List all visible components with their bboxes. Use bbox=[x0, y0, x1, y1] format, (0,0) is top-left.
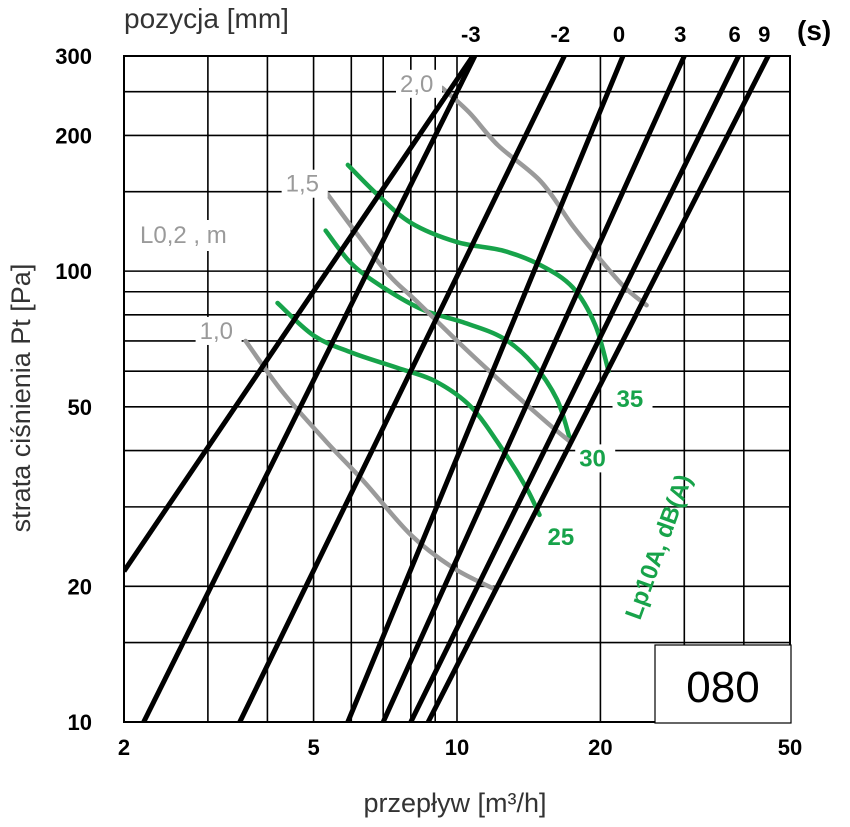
position-line bbox=[345, 56, 626, 722]
noise-line bbox=[323, 228, 572, 439]
x-tick-label: 5 bbox=[307, 735, 319, 760]
position-line bbox=[425, 56, 771, 722]
position-label: 6 bbox=[728, 22, 740, 47]
throw-legend-bg bbox=[136, 220, 231, 251]
y-tick-label: 20 bbox=[68, 574, 92, 599]
x-tick-label: 20 bbox=[588, 735, 612, 760]
throw-label-bg bbox=[395, 69, 442, 98]
s-label: (s) bbox=[797, 15, 831, 46]
top-axis-label: pozycja [mm] bbox=[124, 3, 289, 34]
throw-lines bbox=[243, 85, 649, 592]
x-tick-label: 10 bbox=[445, 735, 469, 760]
x-tick-label: 50 bbox=[778, 735, 802, 760]
noise-label: 35 bbox=[617, 386, 644, 413]
y-tick-label: 300 bbox=[55, 44, 92, 69]
plot-border bbox=[123, 55, 791, 723]
y-tick-label: 200 bbox=[55, 123, 92, 148]
model-label: 080 bbox=[686, 663, 759, 712]
position-line bbox=[408, 56, 741, 722]
noise-lines bbox=[275, 162, 611, 518]
noise-label: 30 bbox=[579, 445, 606, 472]
position-label: -2 bbox=[551, 22, 571, 47]
throw-line bbox=[323, 189, 572, 444]
throw-label: 2,0 bbox=[400, 71, 433, 98]
position-lines bbox=[124, 56, 771, 722]
throw-label-bg bbox=[195, 316, 242, 345]
throw-label: 1,0 bbox=[200, 318, 233, 345]
y-tick-label: 100 bbox=[55, 259, 92, 284]
throw-line bbox=[439, 85, 649, 308]
noise-label: 25 bbox=[548, 524, 575, 551]
noise-line bbox=[275, 300, 542, 518]
position-line bbox=[141, 56, 478, 722]
noise-line bbox=[345, 162, 611, 374]
x-axis-label: przepływ [m³/h] bbox=[363, 788, 546, 818]
noise-label-bg bbox=[612, 385, 653, 414]
throw-legend: L0,2 , m bbox=[140, 222, 227, 249]
throw-label-bg bbox=[281, 169, 328, 198]
position-label: 3 bbox=[674, 22, 686, 47]
position-line bbox=[237, 56, 567, 722]
model-box: 080 bbox=[654, 644, 792, 724]
position-label: 9 bbox=[758, 22, 770, 47]
position-label: -3 bbox=[461, 22, 481, 47]
position-line bbox=[124, 56, 475, 573]
position-line bbox=[380, 56, 687, 722]
x-tick-label: 2 bbox=[118, 735, 130, 760]
plot-frame bbox=[123, 55, 791, 723]
y-tick-label: 10 bbox=[68, 710, 92, 735]
noise-label-bg bbox=[543, 522, 584, 551]
y-axis-label: strata ciśnienia Pt [Pa] bbox=[6, 264, 36, 533]
y-tick-label: 50 bbox=[68, 395, 92, 420]
noise-label-bg bbox=[575, 444, 616, 473]
throw-label: 1,5 bbox=[286, 171, 319, 198]
position-label: 0 bbox=[613, 22, 625, 47]
noise-legend: Lp10A, dB(A) bbox=[620, 471, 697, 623]
